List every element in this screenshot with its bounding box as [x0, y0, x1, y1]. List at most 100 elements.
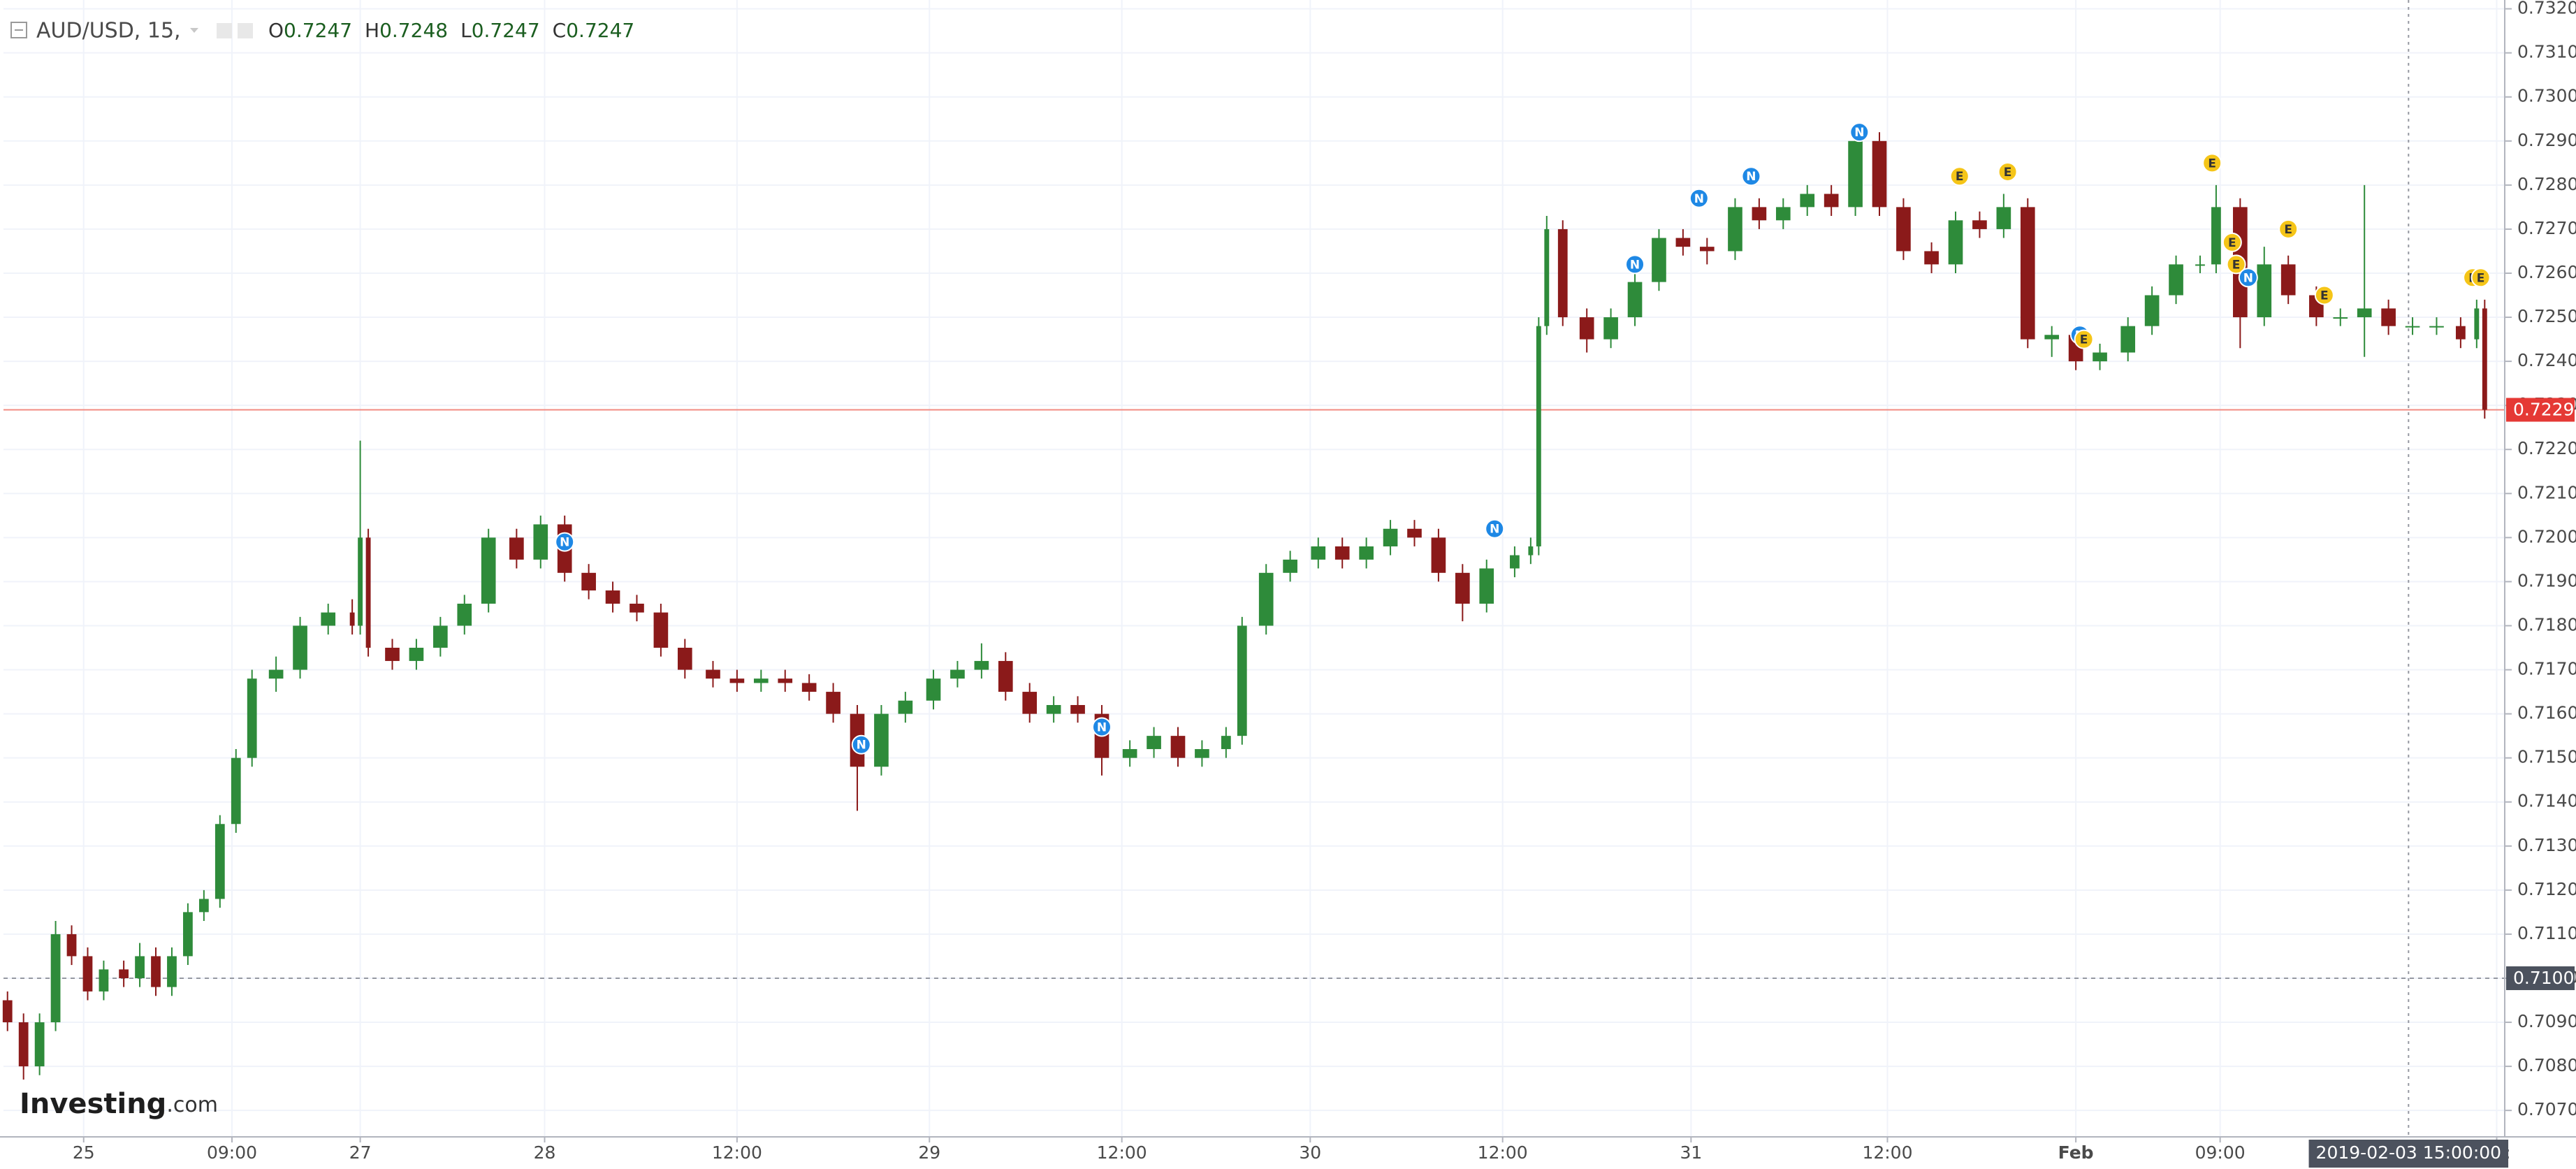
candle-body [358, 537, 363, 626]
x-tick-label: Feb [2058, 1142, 2094, 1163]
event-marker[interactable] [1741, 166, 1761, 187]
event-marker[interactable] [1625, 254, 1645, 275]
candle-body [1170, 736, 1186, 758]
event-label: N [560, 536, 569, 550]
settings-icon[interactable] [217, 23, 232, 38]
event-marker[interactable] [1998, 161, 2018, 182]
collapse-icon[interactable] [10, 22, 27, 38]
candle-body [998, 660, 1013, 692]
candle-body [533, 524, 548, 560]
y-tick-label: 0.7210 [2517, 482, 2576, 502]
event-label: N [1694, 192, 1704, 206]
grid-layer [3, 0, 2505, 1137]
candle-body [1752, 207, 1767, 221]
candle-body [1972, 220, 1987, 229]
candle-body [34, 1022, 45, 1067]
y-tick-label: 0.7310 [2517, 42, 2576, 62]
event-marker[interactable] [2471, 268, 2491, 288]
candle-body [268, 669, 284, 679]
hide-icon[interactable] [238, 23, 253, 38]
event-marker[interactable] [2226, 254, 2246, 275]
event-marker[interactable] [851, 734, 871, 755]
candle-body [183, 912, 193, 957]
candle-body [349, 612, 355, 626]
y-tick-label: 0.7190 [2517, 570, 2576, 590]
candle-body [706, 669, 720, 679]
event-marker[interactable] [1849, 122, 1870, 143]
event-marker[interactable] [1949, 166, 1970, 187]
candle-body [82, 956, 93, 992]
candle-body [1536, 326, 1541, 546]
event-marker[interactable] [555, 532, 575, 552]
candle-body [677, 648, 692, 670]
x-tick-label: 25 [73, 1142, 95, 1163]
candle-body [2169, 264, 2183, 296]
candle-body [2381, 308, 2396, 326]
x-tick-label: 31 [1680, 1142, 1702, 1163]
candle-body [293, 625, 307, 670]
candle-body [1948, 220, 1963, 265]
dropdown-icon[interactable] [190, 28, 198, 33]
candle-body [1728, 207, 1742, 252]
ohlc-label: C [553, 19, 567, 42]
x-tick-label: 12:00 [1097, 1142, 1147, 1163]
candle-body [1675, 238, 1691, 247]
y-tick-label: 0.7200 [2517, 526, 2576, 546]
event-marker[interactable] [2222, 232, 2242, 252]
event-marker[interactable] [2074, 329, 2094, 349]
event-layer: NNNNNNNNEENEEEENEEEE [555, 122, 2491, 755]
event-marker[interactable] [1091, 717, 1112, 737]
candle-body [874, 713, 889, 767]
candle-body [50, 934, 61, 1023]
level-layer [3, 0, 2505, 1137]
y-tick-label: 0.7080 [2517, 1055, 2576, 1075]
event-label: E [2004, 166, 2012, 180]
crosshair-box [2308, 1140, 2509, 1168]
candle-body [2474, 308, 2480, 340]
candle-body [950, 669, 965, 679]
candle-body [214, 824, 225, 899]
event-label: E [2284, 223, 2292, 237]
candle-body [1557, 228, 1568, 318]
ohlc-value: 0.7247 [472, 19, 540, 42]
event-label: N [1490, 523, 1499, 537]
candle-body [385, 648, 400, 661]
candle-body [1479, 568, 1494, 604]
event-marker[interactable] [1485, 518, 1505, 539]
last-price-label: 0.7229 [2513, 399, 2574, 419]
y-tick-label: 0.7070 [2517, 1099, 2576, 1119]
event-marker[interactable] [2202, 153, 2222, 173]
candle-body [974, 660, 989, 670]
candle-body [365, 537, 371, 648]
x-tick-label: 27 [349, 1142, 372, 1163]
candle-body [1022, 692, 1038, 714]
y-tick-label: 0.7120 [2517, 879, 2576, 899]
dashed-level-box [2506, 966, 2575, 990]
ohlc-value: 0.7247 [566, 19, 634, 42]
candle-body [1070, 704, 1085, 714]
candle-body [2044, 335, 2060, 340]
candle-body [1579, 317, 1594, 340]
x-tick-label: 12:00 [1862, 1142, 1912, 1163]
candle-body [1699, 247, 1715, 252]
mark-layer [2, 127, 2487, 1080]
event-marker[interactable] [1689, 188, 1709, 208]
y-tick-label: 0.7160 [2517, 703, 2576, 723]
event-label: N [2243, 271, 2253, 285]
event-marker[interactable] [2314, 285, 2334, 305]
candle-body [1258, 572, 1274, 626]
event-marker[interactable] [2238, 268, 2258, 288]
candle-body [1334, 546, 1350, 560]
candle-body [1996, 207, 2011, 229]
event-marker[interactable] [2278, 219, 2299, 239]
candle-body [1311, 546, 1326, 560]
candle-body [2429, 326, 2444, 328]
event-label: E [1956, 170, 1964, 184]
candle-body [2195, 264, 2205, 266]
x-tick-label: 28 [534, 1142, 556, 1163]
candle-body [1924, 251, 1939, 265]
y-tick-label: 0.7300 [2517, 86, 2576, 106]
x-tick-label: 30 [1299, 1142, 1321, 1163]
